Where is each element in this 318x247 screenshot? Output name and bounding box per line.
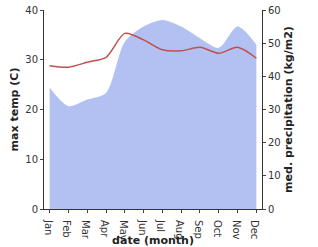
svg-text:Jul: Jul bbox=[155, 219, 166, 232]
svg-text:50: 50 bbox=[268, 38, 281, 49]
svg-text:Jun: Jun bbox=[137, 219, 148, 236]
svg-text:20: 20 bbox=[268, 137, 281, 148]
svg-text:30: 30 bbox=[25, 54, 38, 65]
svg-text:Dec: Dec bbox=[249, 220, 260, 239]
svg-text:Apr: Apr bbox=[99, 220, 110, 238]
svg-text:20: 20 bbox=[25, 104, 38, 115]
svg-text:max temp (C): max temp (C) bbox=[8, 68, 21, 152]
svg-text:60: 60 bbox=[268, 5, 281, 16]
svg-text:Nov: Nov bbox=[231, 220, 242, 240]
svg-text:Aug: Aug bbox=[174, 220, 185, 240]
svg-text:date (month): date (month) bbox=[112, 234, 194, 247]
svg-text:May: May bbox=[118, 220, 129, 241]
svg-text:10: 10 bbox=[268, 170, 281, 181]
svg-text:Sep: Sep bbox=[193, 220, 204, 239]
svg-text:30: 30 bbox=[268, 104, 281, 115]
svg-text:10: 10 bbox=[25, 154, 38, 165]
svg-text:Mar: Mar bbox=[80, 220, 91, 240]
svg-text:40: 40 bbox=[268, 71, 281, 82]
svg-text:Oct: Oct bbox=[212, 220, 223, 237]
svg-text:40: 40 bbox=[25, 5, 38, 16]
svg-text:Feb: Feb bbox=[61, 220, 72, 238]
svg-text:0: 0 bbox=[32, 204, 38, 215]
svg-text:0: 0 bbox=[268, 204, 274, 215]
svg-text:Jan: Jan bbox=[43, 219, 54, 235]
svg-text:med. precipitation (kg/m2): med. precipitation (kg/m2) bbox=[282, 26, 295, 193]
